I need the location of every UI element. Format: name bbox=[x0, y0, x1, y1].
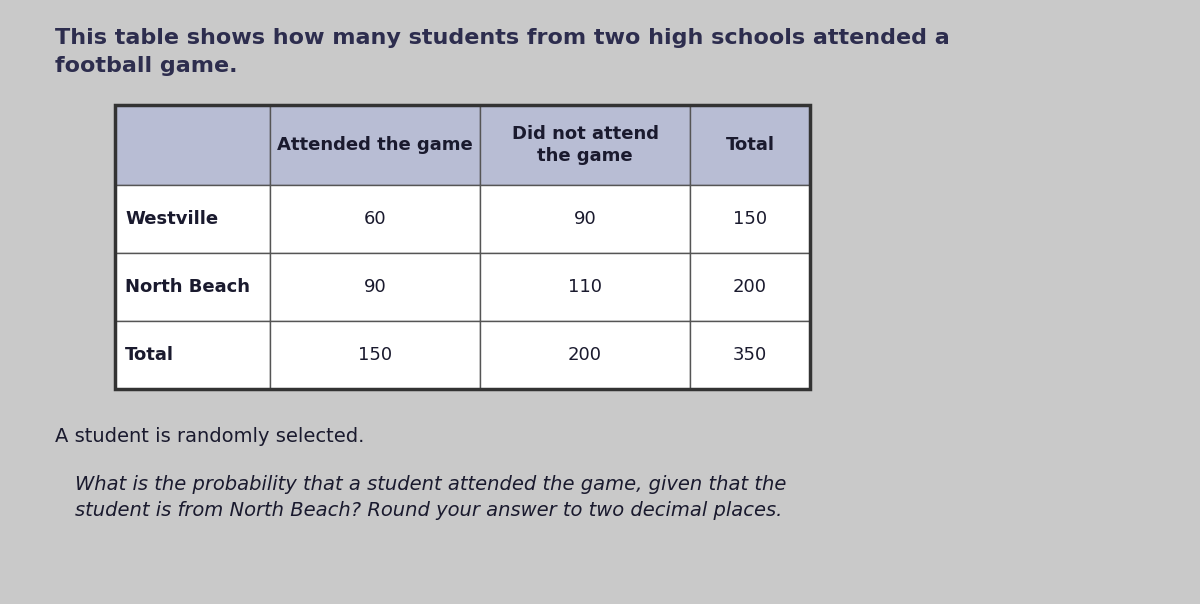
Bar bbox=[690, 253, 810, 321]
Bar bbox=[115, 321, 270, 389]
Text: 60: 60 bbox=[364, 210, 386, 228]
Text: Did not attend
the game: Did not attend the game bbox=[511, 125, 659, 165]
Bar bbox=[690, 105, 810, 185]
Bar bbox=[480, 321, 690, 389]
Bar bbox=[270, 185, 480, 253]
Bar bbox=[480, 185, 690, 253]
Bar bbox=[270, 105, 480, 185]
Text: 90: 90 bbox=[574, 210, 596, 228]
Bar bbox=[690, 321, 810, 389]
Bar bbox=[480, 253, 690, 321]
Text: 110: 110 bbox=[568, 278, 602, 296]
Text: North Beach: North Beach bbox=[125, 278, 250, 296]
Text: 150: 150 bbox=[733, 210, 767, 228]
Text: Total: Total bbox=[125, 346, 174, 364]
Bar bbox=[115, 253, 270, 321]
Text: 150: 150 bbox=[358, 346, 392, 364]
Text: 350: 350 bbox=[733, 346, 767, 364]
Text: This table shows how many students from two high schools attended a
football gam: This table shows how many students from … bbox=[55, 28, 949, 76]
Bar bbox=[690, 185, 810, 253]
Text: Attended the game: Attended the game bbox=[277, 136, 473, 154]
Bar bbox=[270, 253, 480, 321]
Bar bbox=[270, 321, 480, 389]
Bar bbox=[115, 105, 270, 185]
Bar bbox=[115, 105, 810, 389]
Text: A student is randomly selected.: A student is randomly selected. bbox=[55, 427, 365, 446]
Text: 200: 200 bbox=[568, 346, 602, 364]
Text: 200: 200 bbox=[733, 278, 767, 296]
Text: 90: 90 bbox=[364, 278, 386, 296]
Text: Westville: Westville bbox=[125, 210, 218, 228]
Text: What is the probability that a student attended the game, given that the
student: What is the probability that a student a… bbox=[74, 475, 786, 521]
Bar bbox=[115, 185, 270, 253]
Text: Total: Total bbox=[726, 136, 774, 154]
Bar bbox=[480, 105, 690, 185]
